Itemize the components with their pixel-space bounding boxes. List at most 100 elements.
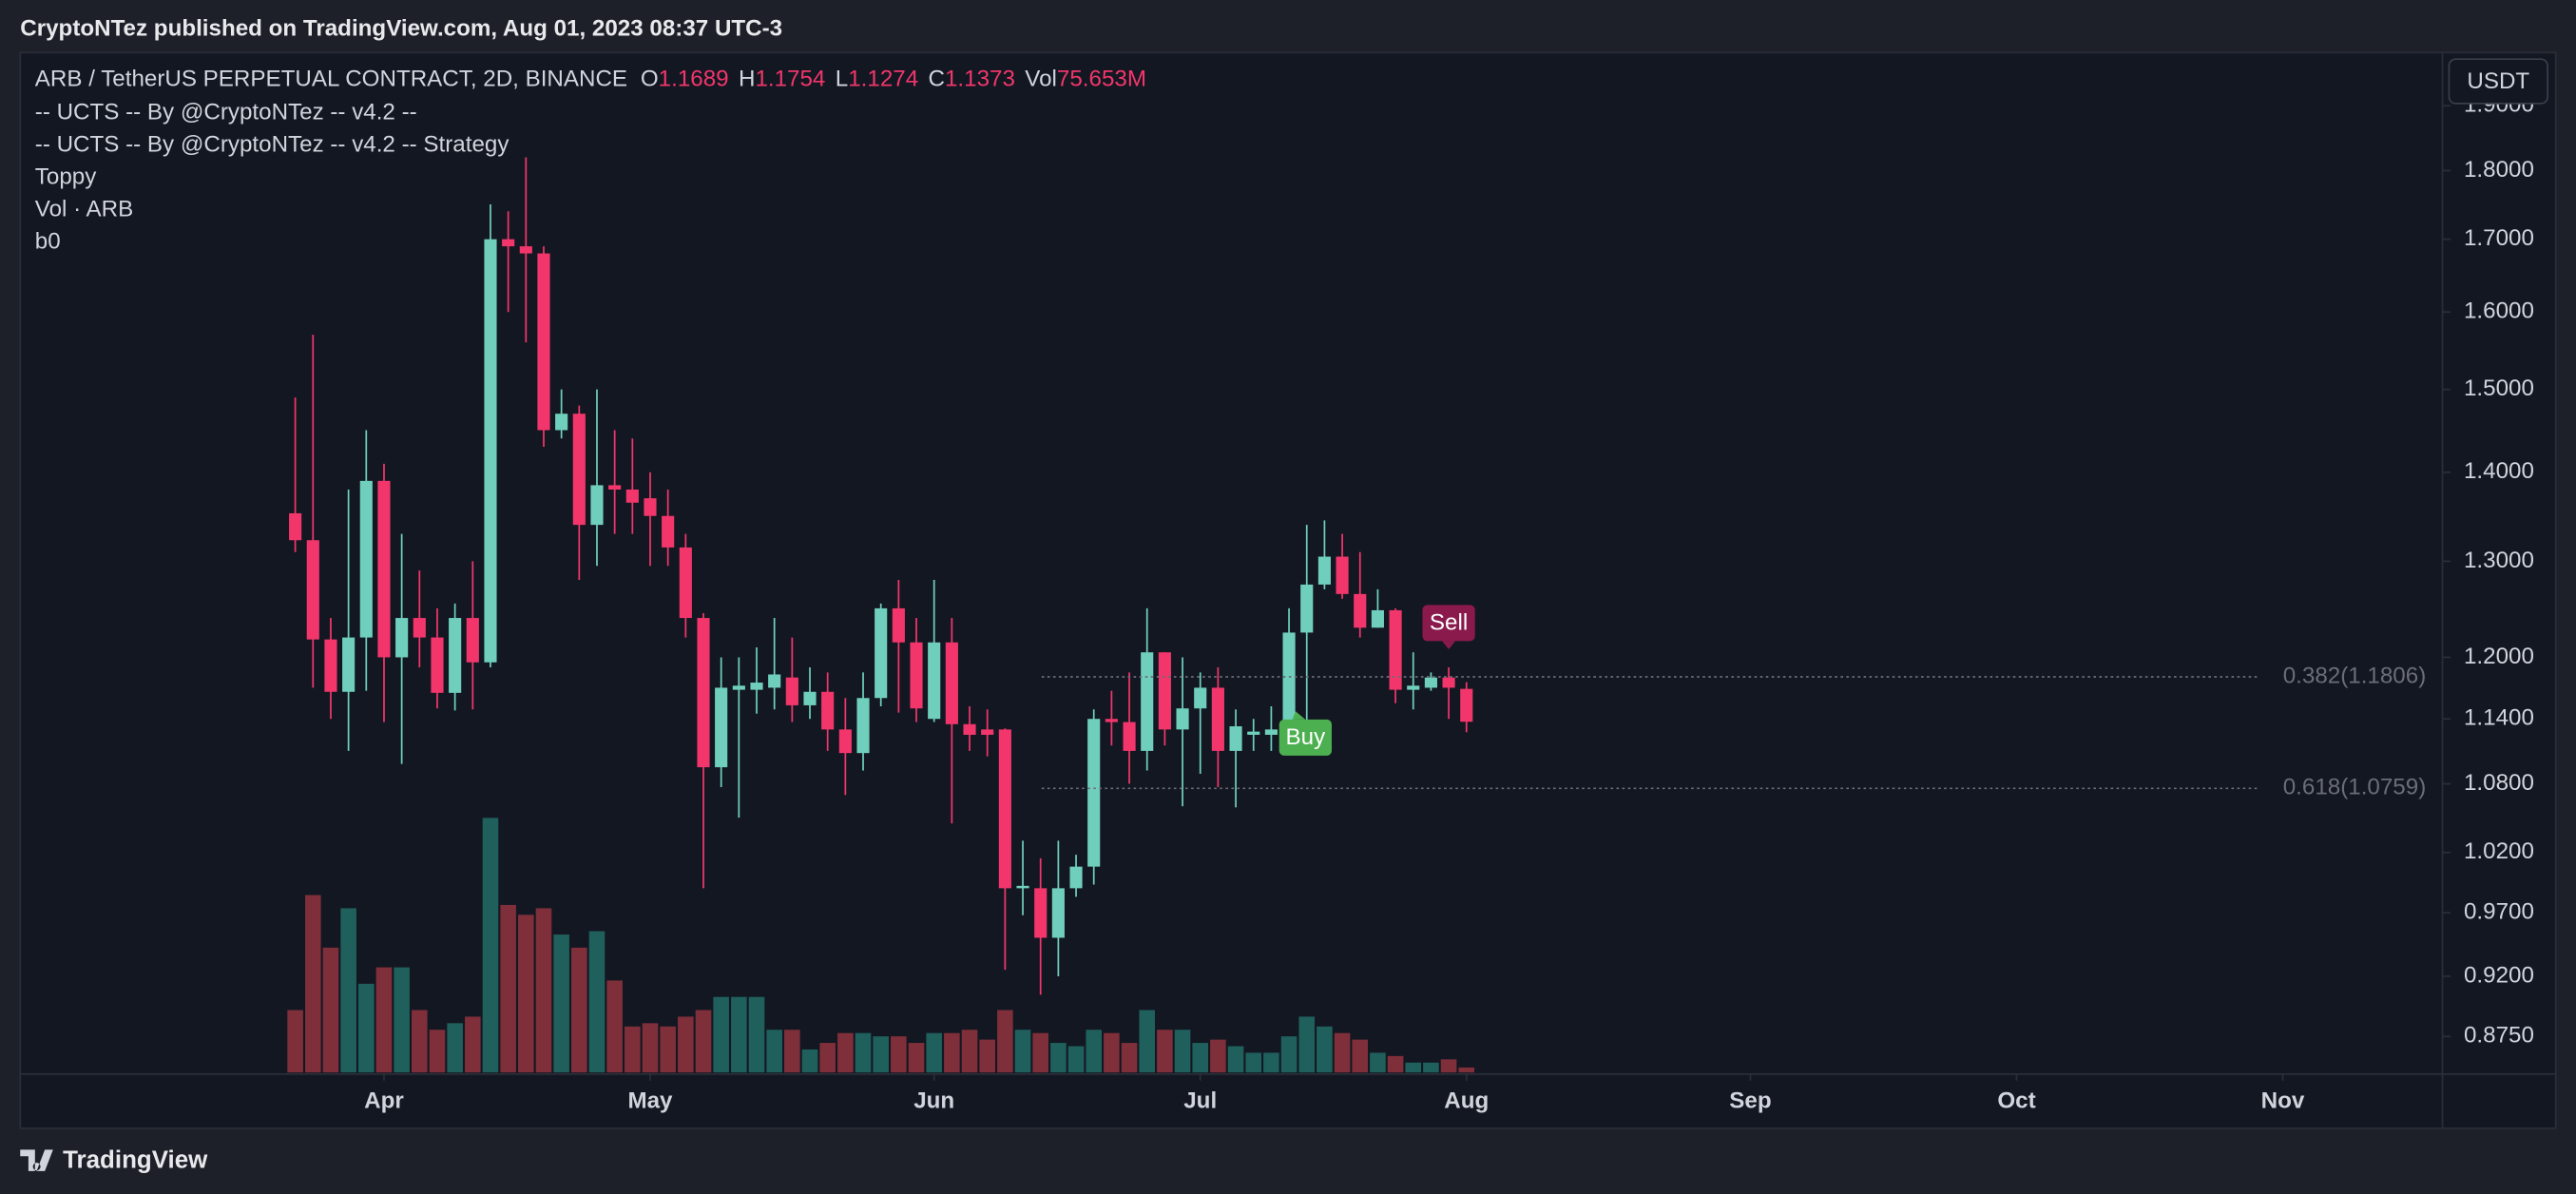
candle-body bbox=[928, 642, 941, 720]
x-tick-label: Aug bbox=[1444, 1088, 1489, 1114]
volume-bar bbox=[625, 1026, 641, 1073]
candles bbox=[289, 157, 1473, 995]
candle-body bbox=[838, 729, 852, 754]
y-tick-label: 1.6000 bbox=[2464, 298, 2534, 324]
candle-body bbox=[342, 637, 356, 692]
volume-bar bbox=[429, 1030, 446, 1073]
volume-bar bbox=[1370, 1052, 1386, 1073]
volume-bar bbox=[465, 1016, 481, 1073]
candle-body bbox=[608, 485, 622, 490]
y-tick-label: 1.0200 bbox=[2464, 838, 2534, 864]
volume-bar bbox=[801, 1049, 818, 1073]
x-tick-label: Sep bbox=[1729, 1088, 1771, 1114]
candle-body bbox=[856, 698, 870, 754]
volume-bar bbox=[1086, 1030, 1103, 1073]
volume-bar bbox=[1121, 1043, 1138, 1073]
legend-key: L bbox=[836, 67, 848, 92]
volume-bar bbox=[1014, 1030, 1031, 1073]
volume-bar bbox=[1298, 1016, 1316, 1073]
candle-body bbox=[359, 480, 373, 638]
candle-body bbox=[306, 540, 319, 640]
candle-body bbox=[662, 515, 675, 548]
volume-bar bbox=[731, 996, 747, 1073]
y-tick-label: 1.7000 bbox=[2464, 225, 2534, 251]
legend-value: 1.1274 bbox=[848, 67, 918, 92]
x-tick-label: Jun bbox=[913, 1088, 954, 1114]
legend-value: 1.1373 bbox=[945, 67, 1015, 92]
candle-body bbox=[892, 607, 905, 643]
volume-bar bbox=[1192, 1043, 1209, 1073]
candle-body bbox=[1442, 677, 1455, 688]
y-tick-label: 1.8000 bbox=[2464, 157, 2534, 183]
volume-bar bbox=[891, 1036, 907, 1073]
candle-body bbox=[679, 547, 692, 619]
volume-bar bbox=[358, 983, 375, 1073]
signal-box bbox=[1278, 719, 1332, 756]
volume-bar bbox=[447, 1023, 463, 1073]
volume-bar bbox=[1157, 1030, 1173, 1073]
volume-bar bbox=[997, 1010, 1013, 1073]
y-tick-label: 0.9200 bbox=[2464, 962, 2534, 988]
legend-value: 1.1689 bbox=[659, 67, 729, 92]
volume-bar bbox=[1263, 1052, 1279, 1073]
candle-body bbox=[1034, 888, 1048, 938]
candle-body bbox=[1123, 722, 1136, 751]
legend-value: 75.653M bbox=[1057, 67, 1146, 92]
y-tick-label: 1.0800 bbox=[2464, 770, 2534, 796]
currency-label[interactable]: USDT bbox=[2467, 68, 2529, 94]
candle-body bbox=[998, 729, 1011, 889]
volume-bar bbox=[1174, 1030, 1191, 1073]
candle-body bbox=[945, 642, 958, 724]
signal-pointer bbox=[1442, 641, 1455, 650]
candle-body bbox=[537, 253, 550, 431]
volume-pane bbox=[287, 818, 1475, 1073]
indicator-label: b0 bbox=[35, 229, 61, 255]
volume-bar bbox=[766, 1030, 782, 1073]
candle-body bbox=[1336, 556, 1349, 594]
legend-value: 1.1754 bbox=[755, 67, 825, 92]
candle-body bbox=[1282, 632, 1296, 730]
candle-body bbox=[1317, 556, 1331, 585]
volume-bar bbox=[819, 1043, 836, 1073]
candle-body bbox=[732, 685, 745, 690]
y-tick-label: 1.2000 bbox=[2464, 644, 2534, 669]
signal-label: Sell bbox=[1430, 610, 1468, 636]
volume-bar bbox=[571, 947, 587, 1073]
x-tick-label: Apr bbox=[364, 1088, 404, 1114]
legend: ARB / TetherUS PERPETUAL CONTRACT, 2D, B… bbox=[35, 67, 1146, 92]
candle-body bbox=[1229, 726, 1242, 751]
candle-body bbox=[449, 618, 462, 693]
volume-bar bbox=[1050, 1043, 1067, 1073]
volume-bar bbox=[287, 1010, 303, 1073]
volume-bar bbox=[304, 895, 321, 1073]
volume-bar bbox=[1317, 1026, 1333, 1073]
candle-body bbox=[1247, 731, 1260, 735]
legend-key: C bbox=[929, 67, 945, 92]
candle-body bbox=[750, 683, 763, 690]
y-tick-label: 1.1400 bbox=[2464, 705, 2534, 731]
level-label: 0.618(1.0759) bbox=[2283, 775, 2427, 800]
candle-body bbox=[785, 677, 798, 705]
candle-body bbox=[1264, 729, 1278, 735]
volume-bar bbox=[1210, 1039, 1226, 1073]
volume-bar bbox=[748, 996, 765, 1073]
indicator-label: Vol · ARB bbox=[35, 197, 133, 222]
currency-button[interactable]: USDT bbox=[2448, 58, 2548, 105]
tradingview-logo bbox=[20, 1149, 53, 1171]
candle-body bbox=[1407, 685, 1420, 690]
volume-bar bbox=[713, 996, 729, 1073]
signal: Buy bbox=[1278, 711, 1332, 756]
volume-bar bbox=[1245, 1052, 1262, 1073]
candle-body bbox=[502, 239, 515, 247]
volume-bar bbox=[1334, 1032, 1351, 1073]
signal-label: Buy bbox=[1286, 724, 1327, 750]
candle-body bbox=[644, 498, 657, 516]
candle-body bbox=[1371, 609, 1384, 628]
candle-body bbox=[1354, 593, 1367, 628]
candle-body bbox=[963, 723, 976, 735]
indicator-label: Toppy bbox=[35, 164, 97, 190]
candle-body bbox=[377, 480, 391, 658]
candle-body bbox=[1211, 687, 1224, 751]
y-tick-label: 1.4000 bbox=[2464, 458, 2534, 484]
volume-bar bbox=[1352, 1039, 1369, 1073]
